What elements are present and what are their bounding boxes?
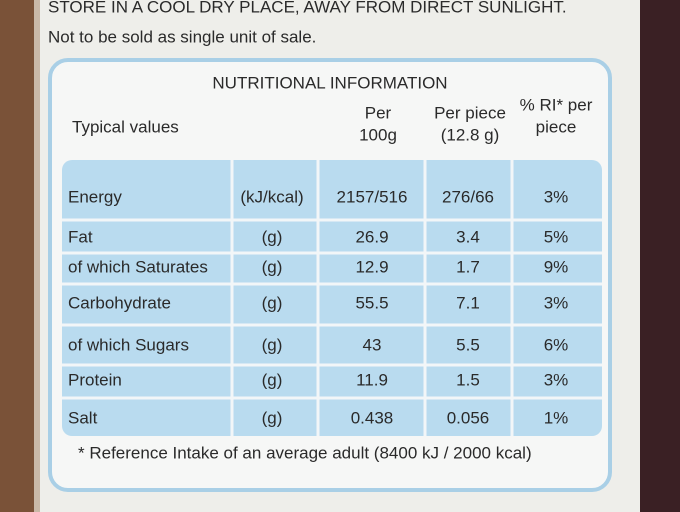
header-100g: Per [365,103,392,122]
value-piece: 5.5 [456,335,480,354]
unit: (g) [262,408,283,427]
value-ri: 5% [544,227,569,246]
table-title: NUTRITIONAL INFORMATION [212,73,447,92]
nutrient-name: of which Sugars [68,335,189,354]
unit: (g) [262,335,283,354]
header-label: Typical values [72,117,179,136]
unit: (kJ/kcal) [240,187,303,206]
value-ri: 9% [544,257,569,276]
value-100g: 12.9 [355,257,388,276]
value-ri: 6% [544,335,569,354]
value-piece: 1.5 [456,370,480,389]
value-100g: 0.438 [351,408,394,427]
unit: (g) [262,370,283,389]
nutrient-name: Carbohydrate [68,293,171,312]
nutrient-name: of which Saturates [68,257,208,276]
unit: (g) [262,257,283,276]
value-100g: 11.9 [356,370,388,389]
value-ri: 3% [544,293,569,312]
value-ri: 3% [544,187,569,206]
value-ri: 1% [544,408,569,427]
value-100g: 55.5 [355,293,388,312]
header-100g: 100g [359,125,397,144]
unit: (g) [262,227,283,246]
header-piece: (12.8 g) [441,125,500,144]
nutrient-name: Energy [68,187,122,206]
unit: (g) [262,293,283,312]
sale-text: Not to be sold as single unit of sale. [48,27,316,46]
value-piece: 7.1 [456,293,480,312]
value-piece: 0.056 [447,408,490,427]
header-piece: Per piece [434,103,506,122]
dark-right-edge [640,0,680,512]
value-100g: 26.9 [355,227,388,246]
value-100g: 2157/516 [337,187,408,206]
edge-shadow [34,0,40,512]
header-ri: piece [536,117,577,136]
nutrient-name: Protein [68,370,122,389]
value-100g: 43 [363,335,382,354]
value-ri: 3% [544,370,569,389]
brown-edge [0,0,34,512]
table-body [62,160,602,436]
value-piece: 1.7 [456,257,480,276]
footnote: * Reference Intake of an average adult (… [78,443,532,462]
nutrient-name: Fat [68,227,93,246]
header-ri: % RI* per [520,95,593,114]
value-piece: 276/66 [442,187,494,206]
value-piece: 3.4 [456,227,480,246]
storage-text: STORE IN A COOL DRY PLACE, AWAY FROM DIR… [48,0,567,16]
nutrient-name: Salt [68,408,98,427]
